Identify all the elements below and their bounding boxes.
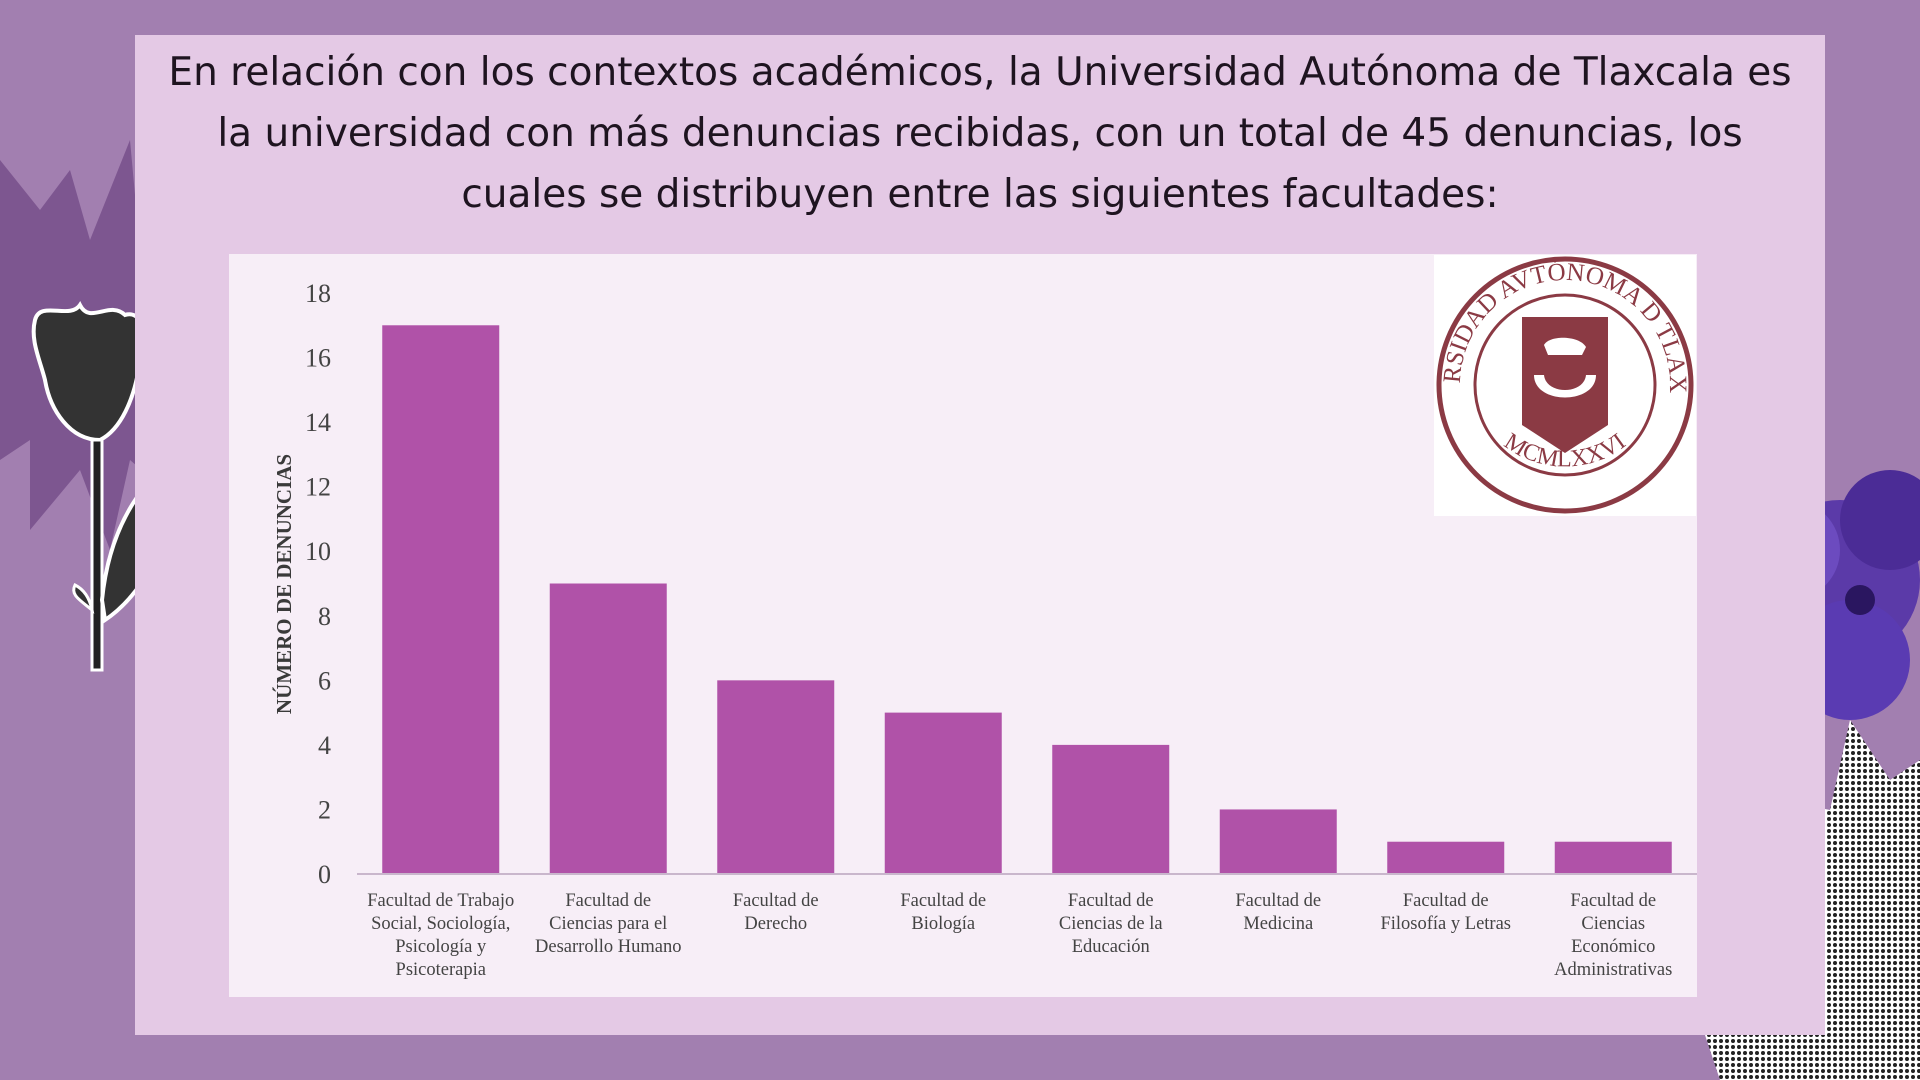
x-tick-label-line: Facultad de [900,891,986,911]
x-tick-label: Facultad de Ciencias para el Desarrollo Hu… [535,891,681,957]
bar [382,325,500,874]
bar-chart: 0 2 4 6 8 10 12 14 16 18 NÚMERO DE DENUNCIAS Facu… [272,234,1697,980]
bar [549,583,667,874]
y-tick-label: 0 [318,860,331,889]
x-tick-label-line: Psicoterapia [396,960,486,980]
chart-container: 0 2 4 6 8 10 12 14 16 18 NÚMERO DE DENUNCIAS Facu… [229,234,1697,997]
bar [1219,809,1337,874]
x-tick-label-line: Facultad de [1403,891,1489,911]
x-tick-label-line: Biología [911,914,975,934]
x-tick-label-line: Facultad de [1235,891,1321,911]
bar [884,712,1002,874]
y-tick-label: 12 [305,473,331,502]
y-axis-label: NÚMERO DE DENUNCIAS [272,454,296,714]
x-tick-label-line: Facultad de [565,891,651,911]
x-tick-label: Facultad de Biología [900,891,986,934]
y-tick-label: 10 [305,537,331,566]
x-tick-label-line: Facultad de [1570,891,1656,911]
y-tick-label: 2 [318,795,331,824]
x-tick-label-line: Administrativas [1554,960,1672,980]
y-tick-label: 6 [318,666,331,695]
x-tick-label-line: Medicina [1243,914,1313,934]
page-title: En relación con los contextos académicos… [168,50,1792,217]
bar [1387,841,1505,874]
x-tick-label: Facultad de Ciencias Económico Administrati… [1554,891,1672,980]
x-tick-label-line: Económico [1571,937,1655,957]
x-tick-label-line: Ciencias [1581,914,1645,934]
x-tick-label-line: Ciencias para el [549,914,667,934]
y-tick-label: 18 [305,279,331,308]
bar [1554,841,1672,874]
y-tick-label: 8 [318,602,331,631]
x-tick-label-line: Facultad de [1068,891,1154,911]
y-tick-label: 14 [305,408,331,437]
x-tick-label-line: Ciencias de la [1059,914,1163,934]
x-tick-label: Facultad de Ciencias de la Educación [1059,891,1163,957]
y-tick-label: 4 [318,731,331,760]
bar [717,680,835,874]
x-tick-label-line: Psicología y [395,937,487,957]
x-tick-label-line: Derecho [744,914,807,934]
x-tick-label: Facultad de Derecho [733,891,819,934]
x-tick-label: Facultad de Trabajo Social, Sociología, Ps… [367,891,514,980]
x-tick-label-line: Facultad de Trabajo [367,891,514,911]
x-tick-label: Facultad de Medicina [1235,891,1321,934]
x-tick-label: Facultad de Filosofía y Letras [1380,891,1511,934]
x-tick-label-line: Social, Sociología, [371,914,510,934]
y-tick-label: 16 [305,344,331,373]
university-seal-logo: UNIVERSIDAD AVTÓNOMA D TLAXCALA MCMLXXVI [1425,234,1696,516]
x-tick-label-line: Facultad de [733,891,819,911]
x-tick-label-line: Educación [1072,937,1150,957]
x-tick-label-line: Desarrollo Humano [535,937,681,957]
x-tick-label-line: Filosofía y Letras [1380,914,1511,934]
bar [1052,744,1170,874]
